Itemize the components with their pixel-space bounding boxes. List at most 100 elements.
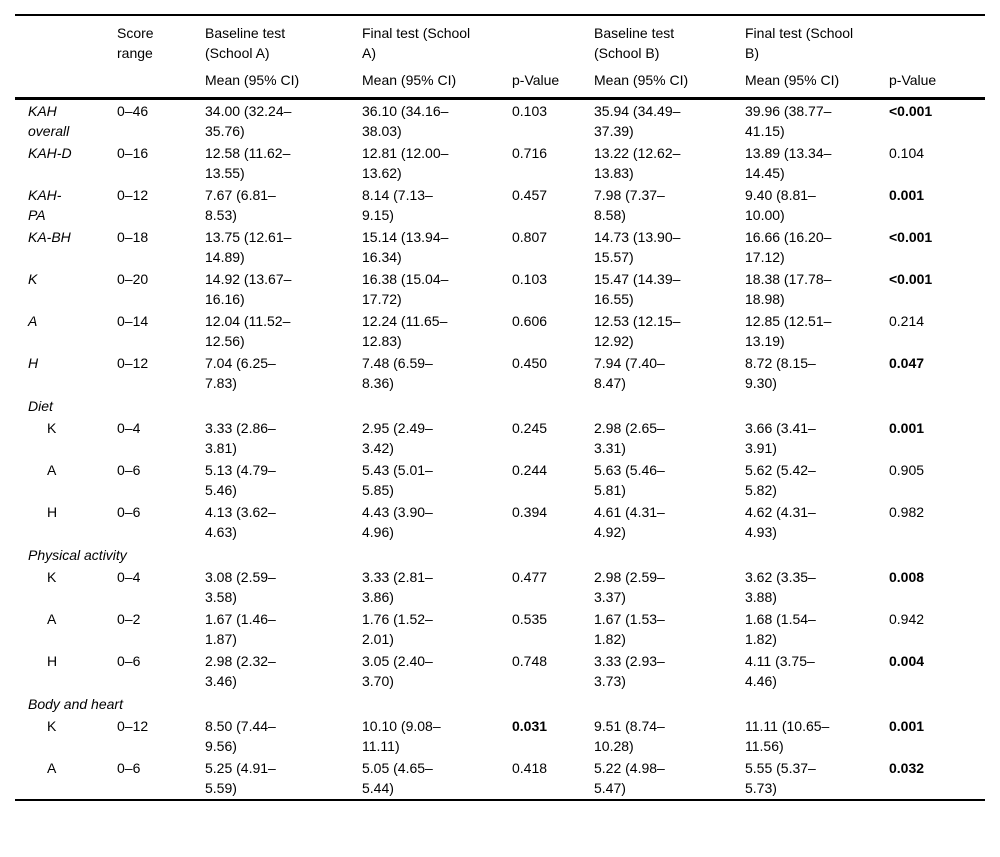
pvalue-b: 0.001 <box>889 420 925 436</box>
subheader-pvalue-a: p-Value <box>512 63 594 100</box>
baseline-a-mean-cell: 2.98 (2.32– 3.46) <box>205 650 362 692</box>
mean-ci-value: 12.53 (12.15– 12.92) <box>594 313 681 349</box>
baseline-b-mean-cell: 1.67 (1.53– 1.82) <box>594 608 745 650</box>
row-label-cell: KAH overall <box>15 99 117 143</box>
row-label: K <box>47 718 57 734</box>
pvalue-b: 0.047 <box>889 355 925 371</box>
row-label: H <box>47 504 58 520</box>
mean-ci-value: 36.10 (34.16– 38.03) <box>362 103 449 139</box>
pvalue-a: 0.418 <box>512 760 548 776</box>
pvalue-a: 0.457 <box>512 187 548 203</box>
final-b-mean-cell: 3.62 (3.35– 3.88) <box>745 566 889 608</box>
baseline-a-mean-cell: 3.33 (2.86– 3.81) <box>205 417 362 459</box>
mean-ci-value: 12.24 (11.65– 12.83) <box>362 313 448 349</box>
pvalue-a: 0.244 <box>512 462 548 478</box>
mean-ci-value: 5.13 (4.79– 5.46) <box>205 462 276 498</box>
mean-ci-value: 14.92 (13.67– 16.16) <box>205 271 292 307</box>
mean-ci-value: 12.81 (12.00– 13.62) <box>362 145 449 181</box>
mean-ci-value: 35.94 (34.49– 37.39) <box>594 103 681 139</box>
mean-ci-value: 3.62 (3.35– 3.88) <box>745 569 816 605</box>
row-label-cell: A <box>15 459 117 501</box>
pvalue-a: 0.103 <box>512 103 548 119</box>
mean-ci-value: 1.67 (1.46– 1.87) <box>205 611 276 647</box>
mean-ci-value: 5.62 (5.42– 5.82) <box>745 462 816 498</box>
pvalue-b-cell: 0.001 <box>889 715 985 757</box>
row-label-cell: KA-BH <box>15 226 117 268</box>
header-empty-label <box>15 15 117 63</box>
baseline-a-mean-cell: 7.04 (6.25– 7.83) <box>205 352 362 394</box>
final-b-mean-cell: 18.38 (17.78– 18.98) <box>745 268 889 310</box>
pvalue-b-cell: <0.001 <box>889 268 985 310</box>
row-label: A <box>47 760 57 776</box>
final-a-mean-cell: 3.05 (2.40– 3.70) <box>362 650 512 692</box>
table-row: K 0–20 14.92 (13.67– 16.16) 16.38 (15.04– 17.… <box>15 268 985 310</box>
pvalue-b: <0.001 <box>889 103 933 119</box>
baseline-b-mean-cell: 12.53 (12.15– 12.92) <box>594 310 745 352</box>
score-range-value: 0–46 <box>117 103 149 119</box>
mean-ci-value: 34.00 (32.24– 35.76) <box>205 103 292 139</box>
final-a-mean-cell: 1.76 (1.52– 2.01) <box>362 608 512 650</box>
mean-ci-value: 13.75 (12.61– 14.89) <box>205 229 292 265</box>
final-b-mean-cell: 4.11 (3.75– 4.46) <box>745 650 889 692</box>
mean-ci-value: 12.85 (12.51– 13.19) <box>745 313 832 349</box>
pvalue-b: 0.008 <box>889 569 925 585</box>
pvalue-b: 0.942 <box>889 611 925 627</box>
row-label-cell: A <box>15 310 117 352</box>
score-range-cell: 0–16 <box>117 142 205 184</box>
pvalue-b-cell: 0.004 <box>889 650 985 692</box>
row-label: A <box>28 313 38 329</box>
pvalue-b: 0.214 <box>889 313 925 329</box>
table-row: K 0–4 3.08 (2.59– 3.58) 3.33 (2.81– 3.86) 0.47… <box>15 566 985 608</box>
row-label-cell: K <box>15 268 117 310</box>
table-body: KAH overall 0–46 34.00 (32.24– 35.76) 36.10 … <box>15 99 985 801</box>
pvalue-a-cell: 0.103 <box>512 268 594 310</box>
row-label-cell: H <box>15 650 117 692</box>
row-label: A <box>47 462 57 478</box>
table-header: Score range Baseline test (School A) Fin… <box>15 15 985 100</box>
final-b-mean-cell: 4.62 (4.31– 4.93) <box>745 501 889 543</box>
score-range-value: 0–12 <box>117 718 149 734</box>
pvalue-b-cell: 0.905 <box>889 459 985 501</box>
baseline-b-mean-cell: 2.98 (2.65– 3.31) <box>594 417 745 459</box>
final-b-mean-cell: 3.66 (3.41– 3.91) <box>745 417 889 459</box>
final-a-mean-cell: 5.05 (4.65– 5.44) <box>362 757 512 800</box>
row-label-cell: K <box>15 566 117 608</box>
final-b-mean-cell: 16.66 (16.20– 17.12) <box>745 226 889 268</box>
baseline-b-mean-cell: 4.61 (4.31– 4.92) <box>594 501 745 543</box>
header-empty-pvalue-a <box>512 15 594 63</box>
section-label: Body and heart <box>28 696 123 712</box>
table-row: H 0–6 2.98 (2.32– 3.46) 3.05 (2.40– 3.70) 0.74… <box>15 650 985 692</box>
pvalue-a-cell: 0.457 <box>512 184 594 226</box>
header-group-row: Score range Baseline test (School A) Fin… <box>15 15 985 63</box>
pvalue-a-cell: 0.606 <box>512 310 594 352</box>
final-b-mean-cell: 11.11 (10.65– 11.56) <box>745 715 889 757</box>
final-a-mean-cell: 12.24 (11.65– 12.83) <box>362 310 512 352</box>
baseline-a-mean-cell: 3.08 (2.59– 3.58) <box>205 566 362 608</box>
mean-ci-value: 5.05 (4.65– 5.44) <box>362 760 433 796</box>
mean-ci-value: 10.10 (9.08– 11.11) <box>362 718 441 754</box>
mean-ci-value: 39.96 (38.77– 41.15) <box>745 103 832 139</box>
pvalue-b-cell: 0.032 <box>889 757 985 800</box>
pvalue-a: 0.394 <box>512 504 548 520</box>
mean-ci-value: 2.98 (2.32– 3.46) <box>205 653 276 689</box>
score-range-cell: 0–20 <box>117 268 205 310</box>
header-final-school-b: Final test (School B) <box>745 25 854 61</box>
pvalue-a: 0.535 <box>512 611 548 627</box>
mean-ci-value: 7.67 (6.81– 8.53) <box>205 187 276 223</box>
score-range-cell: 0–18 <box>117 226 205 268</box>
pvalue-a-cell: 0.244 <box>512 459 594 501</box>
table-row: A 0–6 5.25 (4.91– 5.59) 5.05 (4.65– 5.44) 0.41… <box>15 757 985 800</box>
score-range-value: 0–6 <box>117 760 141 776</box>
pvalue-b-cell: 0.001 <box>889 417 985 459</box>
mean-ci-value: 5.55 (5.37– 5.73) <box>745 760 816 796</box>
baseline-a-mean-cell: 34.00 (32.24– 35.76) <box>205 99 362 143</box>
mean-ci-value: 2.95 (2.49– 3.42) <box>362 420 433 456</box>
pvalue-b-cell: 0.214 <box>889 310 985 352</box>
mean-ci-value: 3.33 (2.86– 3.81) <box>205 420 276 456</box>
final-b-mean-cell: 12.85 (12.51– 13.19) <box>745 310 889 352</box>
subheader-mean-ci-final-b: Mean (95% CI) <box>745 63 889 100</box>
pvalue-a-cell: 0.394 <box>512 501 594 543</box>
baseline-a-mean-cell: 7.67 (6.81– 8.53) <box>205 184 362 226</box>
pvalue-a-cell: 0.807 <box>512 226 594 268</box>
section-row: Diet <box>15 394 985 417</box>
